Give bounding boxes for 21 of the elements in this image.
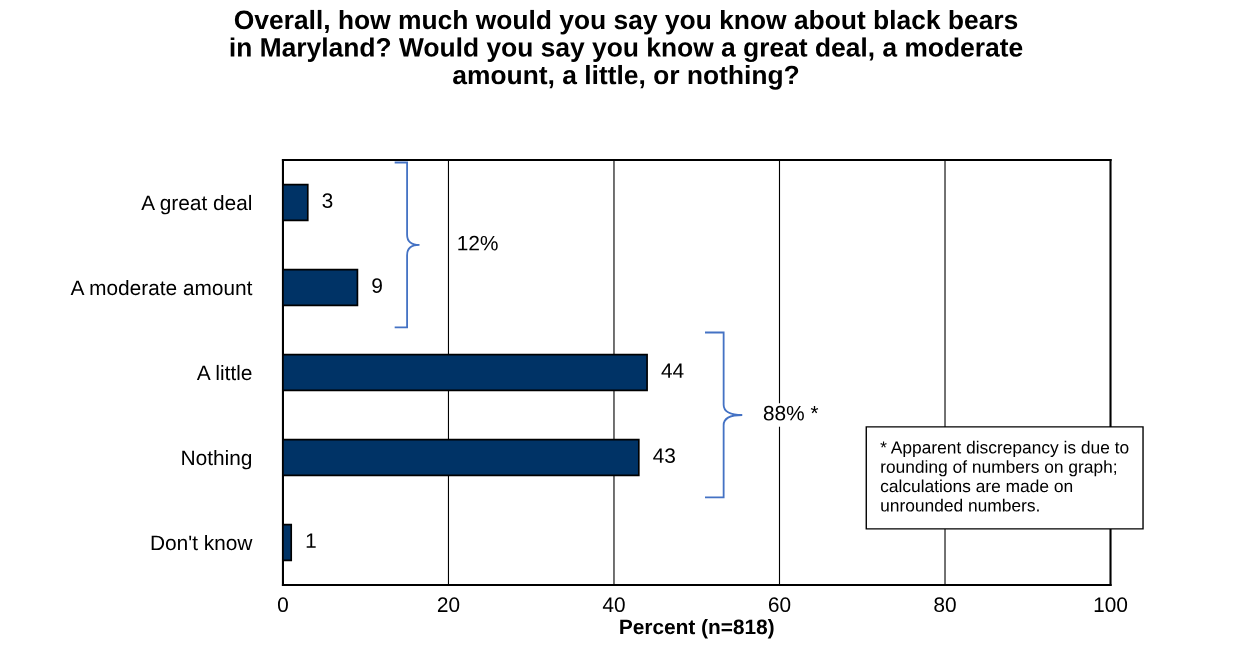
x-tick-label: 20 bbox=[437, 597, 460, 613]
x-tick-label: 100 bbox=[1094, 597, 1128, 613]
y-tick-label: A great deal bbox=[141, 194, 252, 215]
data-label: 9 bbox=[372, 278, 382, 294]
data-label: 44 bbox=[661, 363, 684, 378]
data-label: 3 bbox=[322, 193, 333, 209]
x-axis-title: Percent (n=818) bbox=[620, 618, 774, 639]
annotation: * Apparent discrepancy is due to rounding of numbers on graph; calculations are made on unrounded numbers. bbox=[880, 440, 1129, 512]
annotation: 12% bbox=[458, 235, 498, 251]
x-tick-label: 60 bbox=[768, 597, 791, 613]
y-tick-label: A moderate amount bbox=[70, 279, 253, 296]
y-tick-label: A little bbox=[196, 364, 252, 381]
y-tick-label: Don't know bbox=[151, 534, 253, 551]
x-tick-label: 80 bbox=[934, 597, 956, 613]
x-tick-label: 40 bbox=[602, 597, 625, 613]
y-tick-label: Nothing bbox=[182, 449, 252, 470]
data-label: 43 bbox=[653, 448, 675, 464]
annotation: 88% * bbox=[763, 405, 819, 421]
x-tick-label: 0 bbox=[277, 597, 288, 613]
chart-title: Overall, how much would you say you know about black bears in Maryland? Would you say you know a great deal, a moderate amount, a little, or nothing? bbox=[230, 9, 1023, 90]
data-label: 1 bbox=[306, 533, 316, 548]
